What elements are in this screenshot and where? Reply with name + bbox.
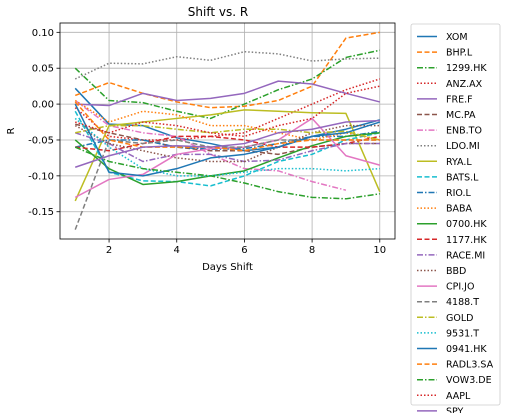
legend-label: MC.PA: [446, 110, 476, 121]
series-line-enb-to: [75, 101, 346, 191]
legend-label: ENB.TO: [446, 126, 482, 137]
legend-label: ANZ.AX: [446, 79, 483, 90]
x-tick-label: 6: [241, 245, 247, 256]
legend-label: 1177.HK: [446, 235, 487, 246]
y-tick-label: 0.00: [32, 100, 54, 111]
legend-label: RYA.L: [446, 157, 472, 168]
legend-label: GOLD: [446, 313, 473, 324]
legend-label: RACE.MI: [446, 250, 485, 261]
legend-label: FRE.F: [446, 94, 473, 105]
chart-title: Shift vs. R: [188, 5, 248, 19]
x-tick-label: 10: [373, 245, 386, 256]
legend-label: AAPL: [446, 391, 471, 402]
legend-label: LDO.MI: [446, 141, 480, 152]
x-tick-label: 8: [309, 245, 315, 256]
y-tick-label: 0.05: [32, 64, 54, 75]
legend-label: RIO.L: [446, 188, 472, 199]
legend-label: 0700.HK: [446, 219, 487, 230]
legend-label: 0941.HK: [446, 344, 487, 355]
legend-label: 1299.HK: [446, 63, 487, 74]
x-tick-label: 4: [174, 245, 180, 256]
y-tick-label: -0.15: [28, 207, 54, 218]
y-tick-label: -0.10: [28, 171, 54, 182]
x-tick-label: 2: [106, 245, 112, 256]
legend-label: BABA: [446, 204, 473, 215]
legend-label: BATS.L: [446, 172, 479, 183]
legend-label: XOM: [446, 32, 468, 43]
y-axis-label: R: [6, 127, 17, 134]
legend-label: BHP.L: [446, 48, 473, 59]
legend-label: 9531.T: [446, 328, 479, 339]
legend-label: RADL3.SA: [446, 360, 494, 371]
x-axis-label: Days Shift: [202, 262, 253, 273]
legend-label: BBD: [446, 266, 466, 277]
series-lines: [75, 32, 380, 229]
legend-label: CPI.JO: [446, 282, 474, 293]
series-line-fre-f: [75, 81, 380, 105]
y-tick-label: -0.05: [28, 135, 54, 146]
legend-label: 4188.T: [446, 297, 479, 308]
legend-label: SPY: [446, 406, 464, 413]
series-line-1299-hk: [75, 50, 380, 118]
legend: XOM BHP.L 1299.HK ANZ.AX FRE.F MC.PA ENB.TO LDO…: [411, 24, 500, 413]
y-tick-label: 0.10: [32, 28, 54, 39]
legend-label: VOW3.DE: [446, 375, 492, 386]
